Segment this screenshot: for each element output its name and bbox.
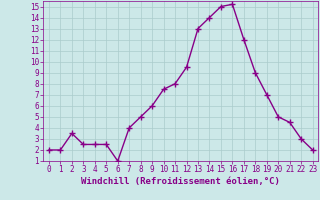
X-axis label: Windchill (Refroidissement éolien,°C): Windchill (Refroidissement éolien,°C)	[81, 177, 280, 186]
